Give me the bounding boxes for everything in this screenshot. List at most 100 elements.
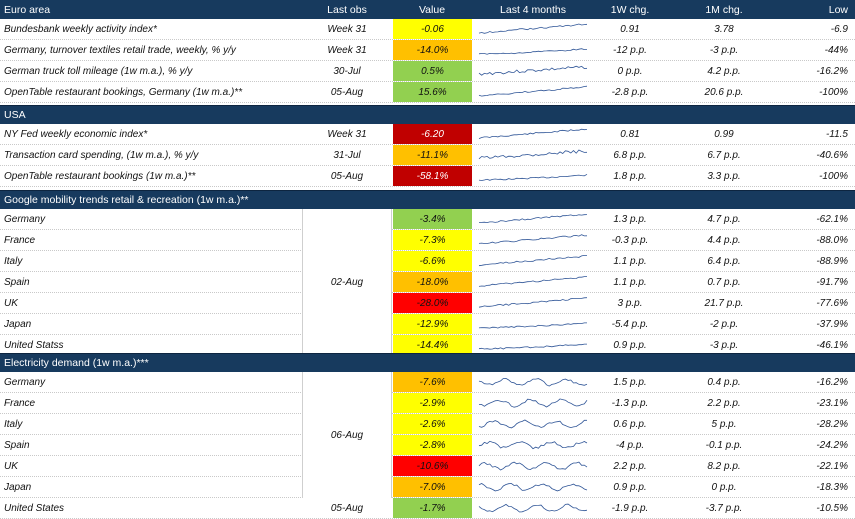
- last-observation: Week 31: [327, 44, 367, 56]
- indicator-name: NY Fed weekly economic index*: [4, 128, 148, 140]
- one-month-change: 5 p.p.: [711, 418, 737, 430]
- indicator-name: UK: [4, 297, 18, 309]
- sparkline: [474, 166, 592, 186]
- sparkline-chart: [478, 255, 587, 267]
- low-value: -62.1%: [816, 213, 848, 225]
- one-month-change: 0.99: [714, 128, 734, 140]
- value-cell: -14.0%: [392, 40, 472, 60]
- sparkline-chart: [478, 343, 587, 350]
- section-header-0: Euro area Last obs Value Last 4 months 1W ch…: [0, 0, 855, 19]
- one-month-change: 0.4 p.p.: [707, 376, 741, 388]
- one-month-change: 21.7 p.p.: [704, 297, 744, 309]
- table-row: Germany, turnover textiles retail trade,…: [0, 40, 855, 61]
- sparkline-chart: [478, 48, 588, 55]
- low-value: -40.6%: [816, 149, 848, 161]
- one-week-change: 3 p.p.: [617, 297, 643, 309]
- sparkline-path: [478, 234, 588, 244]
- last-observation: 30-Jul: [333, 65, 361, 77]
- one-week-change: 0.91: [620, 23, 640, 35]
- indicator-name: Italy: [4, 418, 23, 430]
- indicator-name: Spain: [4, 276, 30, 288]
- sparkline-chart: [478, 503, 588, 513]
- sparkline: [474, 61, 592, 81]
- table-row: UK -10.6% 2.2 p.p. 8.2 p.p. -22.1%: [0, 456, 855, 477]
- sparkline-path: [478, 419, 587, 429]
- one-month-change: 0 p.p.: [711, 481, 737, 493]
- sparkline: [474, 372, 592, 392]
- last-observation: 05-Aug: [330, 502, 364, 514]
- table-row: Italy -2.6% 0.6 p.p. 5 p.p. -28.2%: [0, 414, 855, 435]
- value-cell: -2.6%: [392, 414, 472, 434]
- one-month-change: 4.4 p.p.: [707, 234, 741, 246]
- sparkline-chart: [478, 483, 588, 492]
- value-cell: -6.6%: [392, 251, 472, 271]
- table-row: NY Fed weekly economic index* Week 31 -6.2…: [0, 124, 855, 145]
- table-row: Spain -2.8% -4 p.p. -0.1 p.p. -24.2%: [0, 435, 855, 456]
- one-month-change: 3.78: [714, 23, 734, 35]
- one-month-change: 0.7 p.p.: [707, 276, 741, 288]
- indicator-name: Spain: [4, 439, 30, 451]
- value-cell: 15.6%: [392, 82, 472, 102]
- low-value: -28.2%: [816, 418, 848, 430]
- value-cell: -2.9%: [392, 393, 472, 413]
- table-row: Japan -12.9% -5.4 p.p. -2 p.p. -37.9%: [0, 314, 855, 335]
- table-row: Germany -3.4% 1.3 p.p. 4.7 p.p. -62.1%: [0, 209, 855, 230]
- sparkline-chart: [478, 377, 588, 387]
- sparkline-path: [478, 173, 588, 181]
- sparkline-chart: [478, 149, 588, 160]
- table-row: German truck toll mileage (1w m.a.), % y…: [0, 61, 855, 82]
- sparkline-path: [478, 343, 587, 350]
- one-week-change: 0.6 p.p.: [613, 418, 647, 430]
- one-week-change: 0.81: [620, 128, 640, 140]
- value-cell: -28.0%: [392, 293, 472, 313]
- sparkline: [474, 414, 592, 434]
- sparkline-path: [478, 276, 588, 287]
- indicator-name: UK: [4, 460, 18, 472]
- table-row: OpenTable restaurant bookings (1w m.a.)*…: [0, 166, 855, 187]
- one-week-change: 0.9 p.p.: [613, 339, 647, 351]
- sparkline-path: [478, 214, 588, 224]
- one-month-change: 4.7 p.p.: [707, 213, 741, 225]
- one-week-change: 1.1 p.p.: [613, 276, 647, 288]
- sparkline: [474, 251, 592, 271]
- one-month-change: -2 p.p.: [709, 318, 739, 330]
- low-value: -23.1%: [816, 397, 848, 409]
- sparkline: [474, 145, 592, 165]
- sparkline-chart: [478, 214, 588, 224]
- table-row: Spain -18.0% 1.1 p.p. 0.7 p.p. -91.7%: [0, 272, 855, 293]
- last-observation: Week 31: [327, 128, 367, 140]
- one-week-change: 1.3 p.p.: [613, 213, 647, 225]
- one-month-change: -3.7 p.p.: [705, 502, 743, 514]
- sparkline-path: [478, 48, 588, 55]
- one-month-change: 6.4 p.p.: [707, 255, 741, 267]
- sparkline-chart: [478, 398, 588, 408]
- low-value: -46.1%: [816, 339, 848, 351]
- column-header-last-4-months: Last 4 months: [500, 3, 566, 16]
- one-month-change: -3 p.p.: [709, 339, 739, 351]
- section-title: USA: [4, 109, 26, 121]
- table-row: Transaction card spending, (1w m.a.), % …: [0, 145, 855, 166]
- sparkline-chart: [478, 23, 588, 34]
- sparkline-chart: [478, 419, 587, 429]
- sparkline-path: [478, 483, 588, 492]
- column-header-1w-change: 1W chg.: [610, 3, 650, 16]
- low-value: -44%: [824, 44, 848, 56]
- column-header-low: Low: [828, 3, 848, 16]
- one-week-change: 0.9 p.p.: [613, 481, 647, 493]
- low-value: -37.9%: [816, 318, 848, 330]
- sparkline-path: [478, 377, 588, 387]
- indicator-name: France: [4, 397, 36, 409]
- sparkline-path: [478, 65, 588, 76]
- one-week-change: 1.5 p.p.: [613, 376, 647, 388]
- one-week-change: 6.8 p.p.: [613, 149, 647, 161]
- low-value: -22.1%: [816, 460, 848, 472]
- sparkline-chart: [478, 297, 588, 308]
- table-row: OpenTable restaurant bookings, Germany (…: [0, 82, 855, 103]
- sparkline-path: [478, 440, 588, 450]
- sparkline-path: [478, 255, 587, 267]
- sparkline: [474, 19, 592, 39]
- one-week-change: 2.2 p.p.: [613, 460, 647, 472]
- table-row: France -2.9% -1.3 p.p. 2.2 p.p. -23.1%: [0, 393, 855, 414]
- value-cell: -10.6%: [392, 456, 472, 476]
- sparkline-chart: [478, 276, 588, 287]
